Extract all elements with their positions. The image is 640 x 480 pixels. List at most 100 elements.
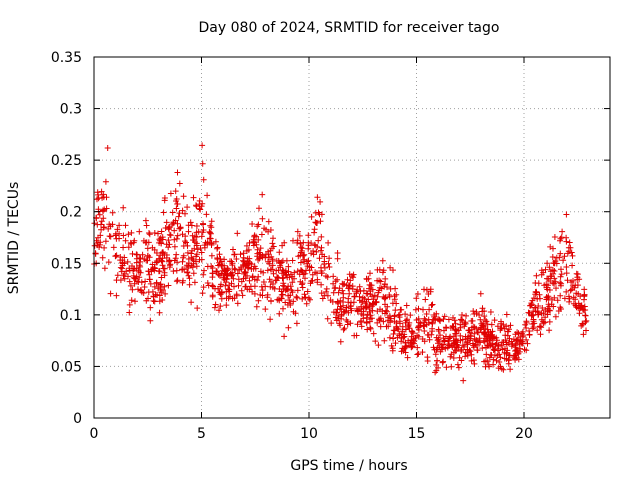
data-point — [581, 286, 588, 293]
data-point — [553, 285, 559, 292]
data-point — [547, 307, 554, 314]
data-point — [550, 303, 557, 310]
data-point — [445, 316, 452, 323]
data-point — [328, 320, 335, 327]
y-tick-label: 0 — [73, 411, 82, 427]
data-point — [464, 341, 471, 348]
data-point — [398, 335, 405, 342]
data-point — [304, 263, 311, 270]
data-point — [533, 272, 540, 279]
data-point — [258, 283, 265, 290]
data-point — [96, 211, 103, 218]
data-point — [217, 303, 224, 310]
data-point — [376, 316, 383, 323]
data-point — [215, 271, 222, 278]
data-point — [474, 347, 481, 353]
data-point — [473, 310, 480, 317]
data-point — [414, 291, 421, 297]
data-point — [246, 255, 253, 262]
data-point — [98, 188, 105, 195]
data-point — [370, 330, 377, 337]
data-point — [341, 308, 348, 315]
data-point — [305, 245, 312, 252]
data-point — [146, 231, 153, 238]
data-point — [376, 317, 383, 324]
x-tick-label: 0 — [90, 426, 99, 442]
data-point — [188, 254, 195, 261]
data-point — [544, 275, 550, 282]
data-point — [172, 188, 179, 195]
data-point — [204, 240, 211, 247]
data-point — [494, 337, 500, 344]
data-point — [114, 272, 121, 279]
data-point — [260, 269, 267, 276]
data-point — [325, 239, 332, 246]
data-point — [251, 283, 258, 290]
data-point — [194, 305, 201, 312]
data-point — [283, 272, 290, 279]
data-point — [196, 205, 203, 212]
data-point — [541, 319, 548, 326]
data-point — [313, 248, 320, 255]
data-point — [151, 283, 158, 290]
data-point — [526, 332, 533, 338]
data-point — [477, 316, 484, 323]
data-point — [167, 261, 174, 268]
data-point — [514, 329, 521, 336]
data-point — [343, 304, 350, 311]
data-point — [349, 286, 356, 292]
data-point — [234, 270, 241, 277]
data-point — [324, 315, 331, 322]
data-point — [206, 228, 213, 235]
data-point — [483, 318, 490, 325]
data-point — [268, 297, 274, 304]
data-point — [431, 312, 438, 318]
data-point — [576, 310, 583, 317]
data-point — [382, 301, 388, 308]
data-point — [157, 286, 164, 293]
y-tick-label: 0.3 — [60, 102, 82, 118]
data-point — [302, 275, 308, 282]
data-point — [377, 284, 383, 291]
data-point — [161, 197, 168, 204]
data-point — [301, 256, 308, 263]
data-point — [259, 253, 266, 260]
data-point — [347, 303, 354, 310]
data-point — [382, 307, 389, 314]
data-point — [393, 300, 400, 307]
data-point — [132, 298, 138, 305]
data-point — [110, 244, 117, 251]
data-point — [298, 281, 305, 288]
data-point — [582, 307, 589, 313]
data-point — [298, 244, 305, 251]
data-point — [153, 280, 160, 287]
data-point — [139, 251, 146, 258]
data-point — [120, 232, 127, 239]
data-point — [230, 275, 237, 282]
data-point — [179, 231, 186, 238]
data-point — [481, 308, 488, 315]
data-point — [497, 325, 504, 332]
data-point — [227, 258, 233, 265]
data-point — [303, 300, 310, 307]
data-point — [189, 264, 196, 271]
data-point — [286, 297, 293, 303]
data-points — [91, 142, 590, 384]
x-tick-label: 10 — [300, 426, 318, 442]
data-point — [91, 242, 98, 249]
data-point — [177, 225, 184, 232]
data-point — [266, 254, 272, 261]
data-point — [497, 363, 504, 370]
data-point — [470, 323, 477, 330]
data-point — [169, 209, 176, 216]
data-point — [171, 227, 178, 234]
data-point — [276, 310, 283, 317]
data-point — [409, 328, 416, 335]
data-point — [163, 254, 170, 261]
data-point — [433, 361, 440, 368]
data-point — [583, 317, 590, 324]
data-point — [154, 292, 161, 298]
data-point — [230, 246, 236, 253]
data-point — [404, 354, 411, 361]
data-point — [234, 300, 241, 307]
